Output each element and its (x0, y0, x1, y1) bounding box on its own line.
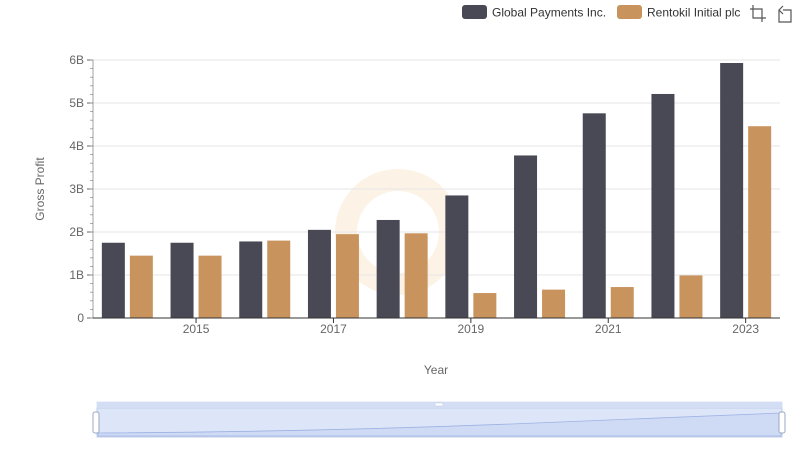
x-axis-title: Year (424, 363, 448, 377)
bar-rentokil-2019[interactable] (473, 293, 497, 318)
legend[interactable]: Global Payments Inc. Rentokil Initial pl… (462, 5, 740, 20)
zoom-slider-handle-left[interactable] (92, 411, 100, 434)
y-tick-label: 5B (69, 96, 84, 110)
bar-rentokil-2016[interactable] (267, 240, 291, 318)
bar-rentokil-2017[interactable] (335, 234, 359, 318)
bar-rentokil-2015[interactable] (198, 255, 222, 318)
bar-global-payments-2020[interactable] (514, 155, 538, 318)
bar-rentokil-2020[interactable] (542, 289, 566, 318)
y-tick-label: 4B (69, 139, 84, 153)
bar-global-payments-2014[interactable] (101, 242, 125, 318)
bar-global-payments-2019[interactable] (445, 195, 469, 318)
legend-swatch-rentokil (617, 5, 642, 19)
zoom-slider-handle-right[interactable] (778, 411, 786, 434)
bar-rentokil-2022[interactable] (679, 275, 703, 318)
bars[interactable] (101, 63, 772, 319)
bar-global-payments-2021[interactable] (582, 113, 606, 318)
crop-icon[interactable] (750, 5, 766, 22)
legend-item-rentokil[interactable]: Rentokil Initial plc (617, 5, 740, 20)
x-tick-label: 2015 (183, 322, 210, 336)
bar-global-payments-2015[interactable] (170, 242, 194, 318)
legend-label-rentokil: Rentokil Initial plc (647, 6, 740, 20)
bar-global-payments-2018[interactable] (376, 219, 400, 318)
bar-rentokil-2023[interactable] (748, 126, 772, 318)
bar-global-payments-2017[interactable] (307, 229, 331, 318)
x-axis: 2015 2017 2019 2021 2023 (93, 317, 780, 336)
x-tick-label: 2017 (320, 322, 347, 336)
bar-global-payments-2022[interactable] (651, 93, 675, 318)
x-tick-label: 2023 (732, 322, 759, 336)
y-tick-label: 0 (77, 311, 84, 325)
bar-rentokil-2018[interactable] (404, 233, 428, 318)
y-tick-label: 2B (69, 225, 84, 239)
legend-swatch-global-payments (462, 5, 487, 19)
y-tick-label: 6B (69, 53, 84, 67)
x-tick-label: 2021 (595, 322, 622, 336)
y-tick-label: 1B (69, 268, 84, 282)
zoom-slider-drag-grip[interactable] (434, 402, 444, 407)
bar-rentokil-2021[interactable] (610, 287, 634, 318)
y-tick-label: 3B (69, 182, 84, 196)
bar-global-payments-2023[interactable] (720, 63, 744, 319)
x-tick-label: 2019 (457, 322, 484, 336)
legend-label-global-payments: Global Payments Inc. (492, 6, 606, 20)
zoom-slider-data-preview (97, 412, 782, 437)
zoom-slider[interactable] (92, 401, 786, 438)
gridlines (93, 59, 780, 276)
y-axis-title: Gross Profit (33, 157, 47, 221)
y-axis: 0 1B 2B 3B 4B 5B 6B (69, 53, 94, 325)
bar-rentokil-2014[interactable] (129, 255, 153, 318)
bar-global-payments-2016[interactable] (239, 241, 263, 318)
legend-item-global-payments[interactable]: Global Payments Inc. (462, 5, 606, 20)
restore-icon[interactable] (778, 5, 792, 23)
